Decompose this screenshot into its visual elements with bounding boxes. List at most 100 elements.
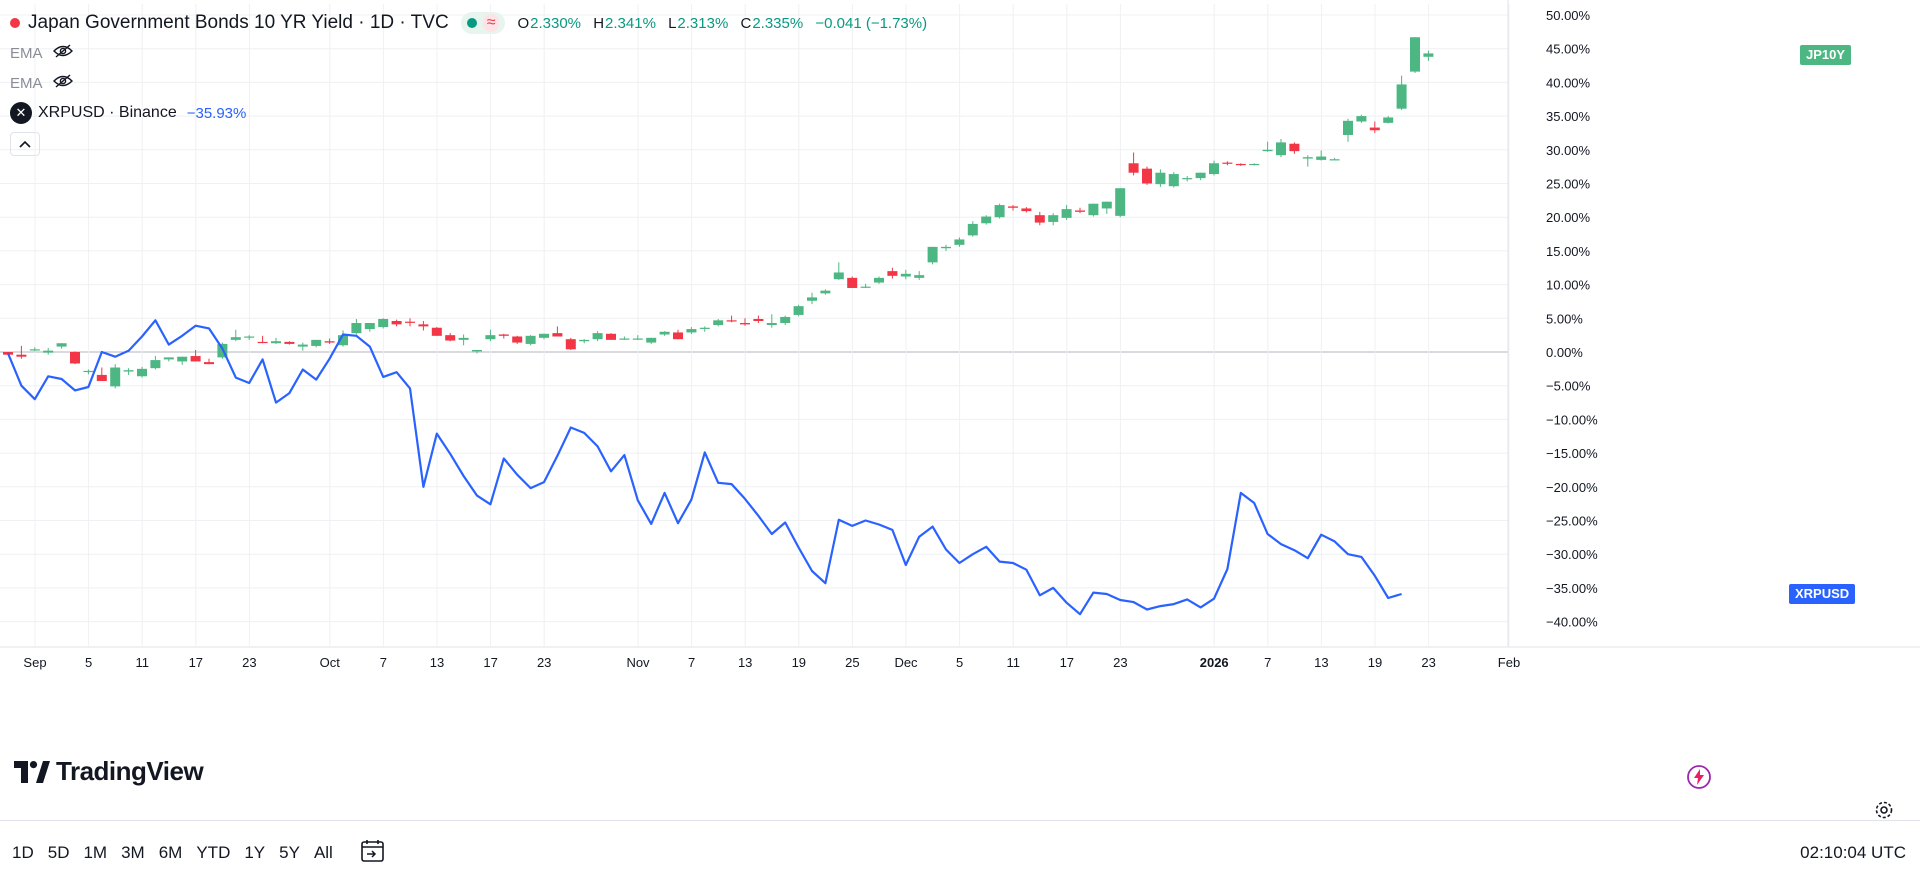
- approx-icon: ≈: [482, 14, 500, 32]
- candle-body: [914, 275, 925, 278]
- y-tick-label: −15.00%: [1546, 446, 1598, 461]
- candle: [137, 366, 147, 378]
- candle-body: [364, 323, 375, 330]
- jp10y-price-tag: JP10Y: [1800, 45, 1852, 66]
- candle: [726, 315, 737, 323]
- range-1m[interactable]: 1M: [83, 843, 108, 862]
- candle: [1034, 211, 1045, 226]
- candle-body: [860, 286, 871, 288]
- x-tick-label: Oct: [320, 655, 341, 670]
- candle-body: [753, 318, 764, 321]
- candle-body: [378, 318, 389, 328]
- range-all[interactable]: All: [313, 843, 333, 862]
- range-5d[interactable]: 5D: [47, 843, 70, 862]
- candle-body: [257, 341, 268, 344]
- candle: [1115, 188, 1126, 218]
- candle-body: [606, 333, 616, 340]
- main-symbol-row[interactable]: Japan Government Bonds 10 YR Yield · 1D …: [10, 8, 935, 38]
- x-tick-label: 2026: [1200, 655, 1229, 670]
- candle: [1142, 166, 1152, 185]
- y-tick-label: −20.00%: [1546, 480, 1598, 495]
- xrp-logo-icon: ✕: [10, 102, 32, 124]
- ema-row-2[interactable]: EMA: [10, 68, 935, 98]
- candle: [1101, 201, 1112, 214]
- change-value: −0.041 (−1.73%): [815, 14, 928, 32]
- x-tick-label: 23: [242, 655, 256, 670]
- gear-icon[interactable]: [1874, 800, 1894, 825]
- candle-body: [1356, 116, 1367, 122]
- candle: [887, 267, 898, 279]
- candle: [1088, 203, 1099, 217]
- calendar-icon[interactable]: [360, 839, 386, 868]
- candle-body: [847, 277, 858, 288]
- candle: [405, 318, 415, 327]
- xrpusd-line: [6, 319, 1402, 616]
- x-tick-label: 13: [738, 655, 752, 670]
- range-1y[interactable]: 1Y: [244, 843, 266, 862]
- candle-body: [766, 323, 777, 326]
- candle-body: [874, 277, 884, 283]
- candle: [1410, 37, 1420, 73]
- price-chart[interactable]: 50.00%45.00%40.00%35.00%30.00%25.00%20.0…: [0, 0, 1920, 820]
- ema-row-1[interactable]: EMA: [10, 38, 935, 68]
- candle: [56, 343, 67, 349]
- symbol-title[interactable]: Japan Government Bonds 10 YR Yield · 1D …: [28, 12, 449, 33]
- x-tick-label: 5: [956, 655, 963, 670]
- candle: [699, 326, 710, 332]
- tradingview-logo[interactable]: TradingView: [14, 756, 204, 787]
- candle: [1075, 207, 1085, 214]
- collapse-legend-button[interactable]: [10, 132, 40, 156]
- compare-symbol-row[interactable]: ✕ XRPUSD · Binance −35.93%: [10, 98, 935, 128]
- candle: [1209, 160, 1219, 176]
- candle: [43, 347, 54, 355]
- range-1d[interactable]: 1D: [12, 843, 34, 862]
- candle-body: [887, 271, 898, 276]
- candle: [431, 327, 442, 336]
- indicator-pill[interactable]: ≈: [460, 12, 506, 34]
- x-tick-label: 13: [1314, 655, 1328, 670]
- candle: [1222, 161, 1233, 166]
- candle: [123, 368, 134, 375]
- range-3m[interactable]: 3M: [121, 843, 145, 862]
- candle: [110, 364, 121, 389]
- candle: [592, 331, 603, 342]
- candle-body: [1276, 142, 1286, 156]
- candle-body: [83, 370, 94, 373]
- candle: [632, 335, 643, 340]
- x-tick-label: 19: [792, 655, 806, 670]
- candle-body: [1021, 208, 1032, 212]
- y-tick-label: 25.00%: [1546, 177, 1591, 192]
- y-tick-label: −40.00%: [1546, 615, 1598, 630]
- range-ytd[interactable]: YTD: [196, 843, 231, 862]
- candle-body: [1061, 209, 1072, 218]
- candle: [284, 341, 295, 345]
- candle-body: [539, 333, 549, 338]
- compare-symbol-name[interactable]: XRPUSD · Binance: [38, 104, 177, 121]
- candle-body: [565, 339, 576, 350]
- range-5y[interactable]: 5Y: [279, 843, 300, 862]
- compare-symbol-change: −35.93%: [186, 104, 247, 122]
- x-tick-label: Feb: [1498, 655, 1520, 670]
- candle: [807, 292, 817, 305]
- candle-body: [1222, 162, 1233, 164]
- candle-body: [177, 356, 188, 362]
- jp10y-candles: [3, 37, 1434, 389]
- candle: [579, 339, 590, 344]
- candle: [230, 329, 241, 342]
- candle-body: [190, 356, 201, 362]
- eye-off-icon[interactable]: [52, 74, 73, 92]
- lightning-icon[interactable]: [1686, 764, 1712, 795]
- candle-body: [780, 316, 791, 324]
- candle-body: [820, 290, 831, 294]
- candle: [1021, 207, 1032, 213]
- x-tick-label: 5: [85, 655, 92, 670]
- candle: [686, 327, 697, 334]
- candle: [1289, 142, 1300, 154]
- candle-body: [1316, 156, 1327, 160]
- utc-clock[interactable]: 02:10:04 UTC: [1800, 843, 1906, 862]
- x-tick-label: 11: [1006, 655, 1020, 670]
- candle: [847, 276, 858, 288]
- eye-off-icon[interactable]: [52, 44, 73, 62]
- candle: [1195, 172, 1206, 181]
- range-6m[interactable]: 6M: [158, 843, 183, 862]
